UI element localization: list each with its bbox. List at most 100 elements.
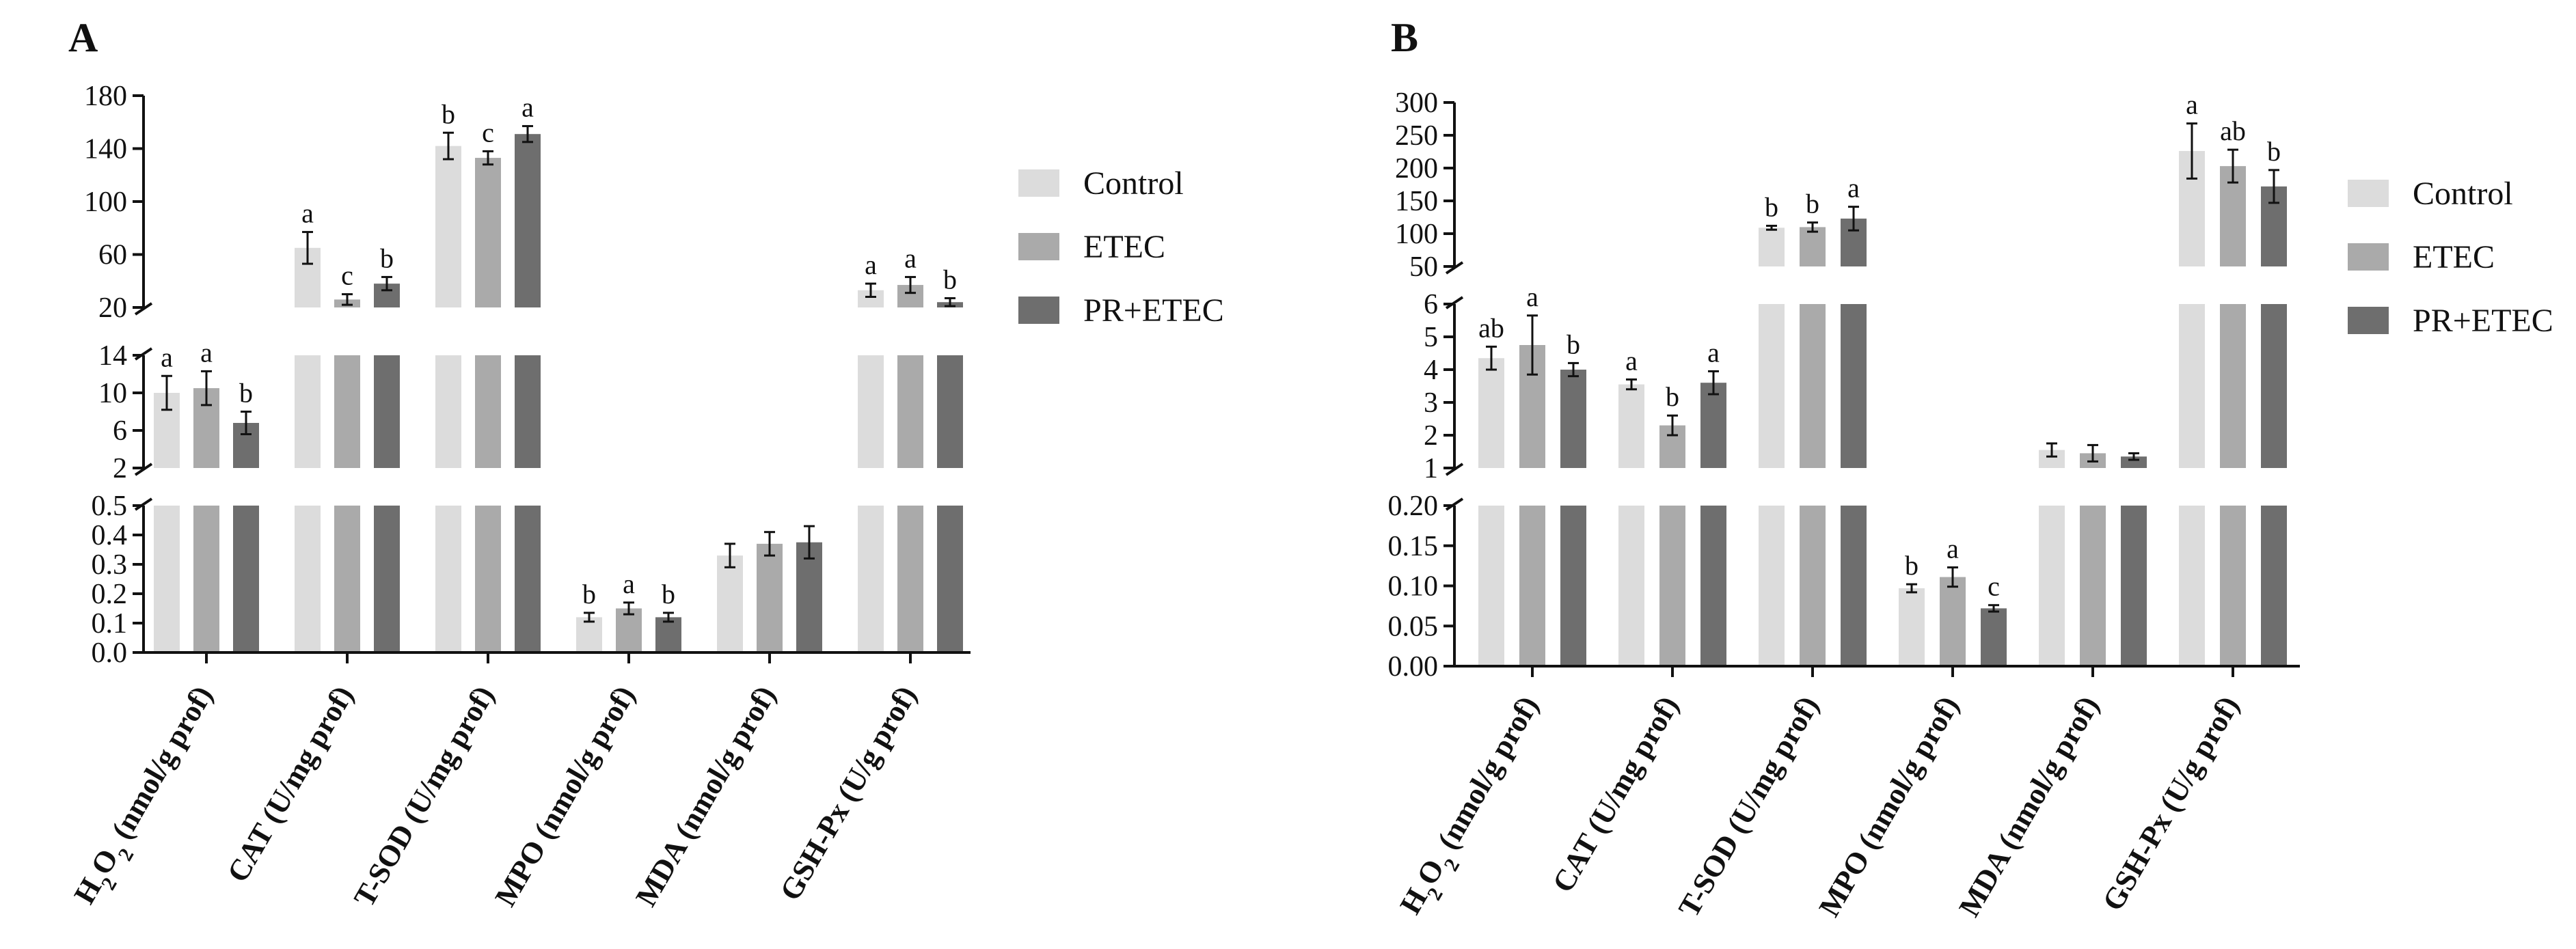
y-tick-label: 140 [84,134,127,165]
bar-etec-2-seg0 [1800,506,1826,666]
y-tick-label: 0.15 [1388,531,1439,562]
bar-etec-2-seg1 [475,355,501,468]
panel-b-letter: B [1391,15,1418,60]
legend-label-etec: ETEC [1083,229,1165,265]
y-tick-label: 20 [98,292,127,324]
legend-label-pr_etec: PR+ETEC [2413,303,2553,339]
bar-control-5-seg0 [2179,506,2205,666]
bar-etec-5-seg1 [2220,304,2246,468]
bar-etec-5-seg0 [897,506,923,652]
panel-a-chart: A aabbaaccaabbabb0.00.10.20.30.40.526101… [68,15,971,913]
y-tick-label: 2 [113,453,127,484]
y-tick-label: 0.3 [92,549,128,581]
significance-letter: a [1707,337,1720,368]
significance-letter: b [1905,550,1919,581]
significance-letter: a [1947,533,1959,564]
bar-etec-5-seg0 [2220,506,2246,666]
legend-label-etec: ETEC [2413,239,2495,275]
bar-pr-etec-1-seg0 [1700,506,1726,666]
axis-break-mark [1445,296,1464,310]
bar-control-2-seg0 [435,506,461,652]
significance-letter: a [200,337,213,368]
bar-control-4-seg0 [717,555,743,652]
bar-control-5-seg1 [2179,304,2205,468]
y-tick-label: 0.00 [1388,651,1439,683]
bar-control-3-seg0 [1899,588,1925,666]
y-tick-label: 100 [1395,219,1438,250]
x-category-label: MDA (nmol/g prof) [629,680,783,912]
bar-control-2-seg2 [1759,228,1785,266]
y-tick-label: 0.10 [1388,571,1439,603]
axis-break-mark [1445,497,1464,511]
x-category-label: CAT (U/mg prof) [1546,691,1685,898]
bar-etec-2-seg1 [1800,304,1826,468]
significance-letter: ab [2220,115,2246,146]
significance-letter: c [341,260,353,291]
y-tick-label: 2 [1424,420,1438,452]
bar-pr-etec-2-seg0 [1841,506,1867,666]
bar-control-0-seg0 [1478,506,1504,666]
axis-break-mark [134,497,153,511]
x-category-label: GSH-Px (U/g prof) [773,680,923,907]
bar-pr-etec-0-seg0 [233,506,259,652]
y-tick-label: 4 [1424,355,1438,386]
bar-pr-etec-4-seg1 [2121,456,2147,468]
bar-etec-5-seg1 [897,355,923,468]
y-tick-label: 10 [98,378,127,409]
axis-break-mark [134,347,153,361]
legend-swatch-pr_etec [1018,297,1059,324]
bar-etec-1-seg1 [334,355,360,468]
significance-letter: b [582,579,596,609]
y-tick-label: 0.20 [1388,491,1439,522]
bar-control-1-seg0 [295,506,321,652]
bar-control-0-seg1 [1478,358,1504,468]
y-tick-label: 60 [98,240,127,271]
y-tick-label: 50 [1409,251,1438,283]
y-tick-label: 5 [1424,322,1438,353]
significance-letter: a [301,198,314,229]
legend-swatch-etec [1018,233,1059,260]
panel-a-letter: A [68,15,98,60]
bar-etec-3-seg0 [1940,577,1966,666]
legend-label-pr_etec: PR+ETEC [1083,292,1224,329]
bar-pr-etec-4-seg0 [2121,506,2147,666]
bar-pr-etec-5-seg1 [937,355,963,468]
bar-pr-etec-2-seg1 [515,355,541,468]
bar-etec-2-seg2 [1800,227,1826,266]
bar-control-1-seg1 [295,355,321,468]
significance-letter: a [1625,345,1638,376]
bar-control-5-seg0 [858,506,884,652]
legend-panel-b: Control ETEC PR+ETEC [2348,176,2553,339]
significance-letter: a [2186,90,2198,120]
bar-control-2-seg1 [435,355,461,468]
bar-etec-4-seg0 [2080,506,2106,666]
bar-etec-3-seg0 [616,608,642,652]
significance-letter: a [623,568,635,599]
bar-etec-2-seg2 [475,158,501,307]
bar-pr-etec-2-seg2 [515,134,541,307]
bar-pr-etec-2-seg1 [1841,304,1867,468]
bar-etec-2-seg0 [475,506,501,652]
x-category-label: T-SOD (U/mg prof) [1672,691,1826,923]
x-category-label: GSH-Px (U/g prof) [2096,691,2245,917]
bar-pr-etec-1-seg1 [1700,383,1726,468]
significance-letter: b [1567,329,1580,359]
bar-control-2-seg1 [1759,304,1785,468]
x-category-label: T-SOD (U/mg prof) [347,680,501,913]
y-tick-label: 300 [1395,87,1438,119]
significance-letter: a [161,342,173,372]
y-tick-label: 0.05 [1388,611,1439,642]
legend-panel-a: Control ETEC PR+ETEC [1018,165,1224,329]
significance-letter: a [521,92,534,123]
legend-swatch-control [2348,180,2389,207]
bar-control-3-seg0 [576,617,602,652]
y-tick-label: 6 [113,415,127,447]
y-tick-label: 14 [98,340,127,372]
bar-etec-0-seg0 [1519,506,1545,666]
bar-pr-etec-5-seg0 [2261,506,2287,666]
significance-letter: a [1526,281,1538,312]
significance-letter: ab [1478,312,1504,343]
